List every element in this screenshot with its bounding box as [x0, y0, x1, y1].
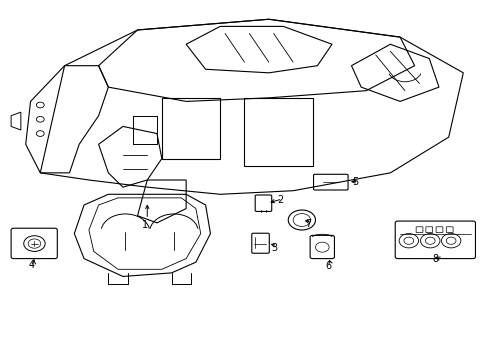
- Text: 8: 8: [432, 254, 438, 264]
- Text: 4: 4: [29, 260, 35, 270]
- Text: 6: 6: [325, 261, 330, 271]
- Text: 3: 3: [271, 243, 277, 253]
- Text: 2: 2: [276, 195, 283, 205]
- Text: 7: 7: [305, 219, 311, 229]
- Text: 5: 5: [351, 177, 358, 187]
- Text: 1: 1: [142, 220, 147, 230]
